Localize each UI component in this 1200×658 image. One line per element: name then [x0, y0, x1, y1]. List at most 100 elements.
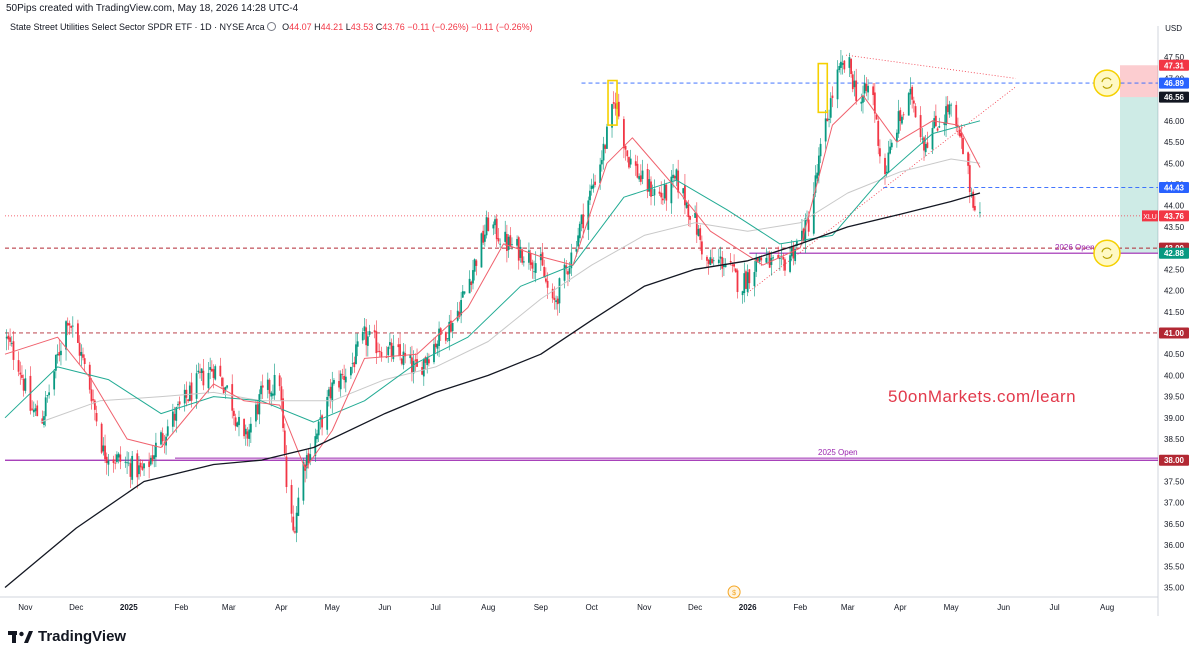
candle-body	[414, 359, 417, 361]
candle-body	[582, 214, 585, 229]
candle	[499, 238, 502, 248]
candle-body	[483, 234, 486, 242]
candle-body	[544, 278, 547, 282]
candle	[712, 257, 715, 266]
candle-body	[7, 335, 10, 340]
candle	[231, 374, 234, 419]
created-with-text: 50Pips created with TradingView.com, May…	[6, 3, 299, 14]
candle	[604, 143, 607, 154]
candle	[487, 212, 490, 232]
candle-body	[197, 370, 200, 373]
candle-body	[343, 375, 346, 380]
candle-body	[400, 358, 403, 364]
candle-body	[717, 259, 720, 264]
candle	[962, 134, 964, 155]
ma-50-line	[4, 120, 981, 423]
y-tick-label: 46.00	[1164, 117, 1185, 126]
candle-body	[753, 272, 756, 287]
candle-body	[634, 161, 637, 166]
candle	[60, 342, 62, 366]
candle-body	[71, 325, 74, 327]
candle-body	[236, 422, 239, 427]
candle	[136, 449, 139, 489]
candle-body	[539, 254, 542, 261]
candle	[344, 368, 347, 393]
candle-body	[333, 380, 335, 384]
candle	[717, 248, 720, 267]
candle-body	[82, 354, 84, 358]
candle	[226, 385, 229, 390]
candle-body	[684, 185, 686, 206]
candle-body	[626, 150, 629, 157]
candle	[709, 249, 712, 266]
candle	[54, 354, 57, 379]
candle	[261, 374, 264, 399]
candle	[907, 91, 910, 116]
candle-body	[458, 311, 461, 317]
x-tick-label: 2025	[120, 603, 138, 612]
candle-body	[731, 264, 734, 266]
candle	[653, 179, 656, 206]
candle-body	[760, 257, 763, 261]
candle	[200, 368, 203, 381]
candle	[380, 346, 383, 362]
candle	[24, 369, 27, 394]
candle	[890, 139, 893, 150]
candle	[161, 427, 164, 448]
candle	[353, 356, 356, 373]
candle	[375, 320, 378, 365]
candle-body	[957, 125, 959, 128]
y-tick-label: 40.50	[1164, 350, 1185, 359]
candle	[641, 159, 644, 185]
candle-body	[9, 337, 11, 342]
candle	[706, 255, 708, 268]
candle	[482, 225, 485, 246]
x-tick-label: Feb	[174, 603, 188, 612]
candle	[887, 140, 890, 173]
candle	[938, 117, 941, 129]
candle	[639, 164, 642, 186]
candle-body	[923, 137, 925, 151]
candle	[436, 340, 439, 356]
candle	[522, 256, 525, 267]
candle	[789, 247, 791, 274]
candle-body	[648, 179, 651, 192]
candle-body	[438, 328, 440, 346]
x-tick-label: May	[944, 603, 959, 612]
candle-body	[331, 382, 334, 402]
candle	[590, 178, 593, 196]
candle	[82, 347, 84, 361]
candle	[256, 400, 259, 420]
candle-body	[131, 455, 134, 480]
candle-body	[594, 181, 596, 185]
candle-body	[321, 415, 323, 428]
candle-body	[365, 327, 368, 346]
candle-body	[533, 271, 535, 273]
candle	[505, 224, 508, 263]
candle	[741, 290, 744, 304]
tradingview-logo[interactable]: TradingView	[8, 628, 126, 645]
y-tick-label: 47.50	[1164, 53, 1185, 62]
candle	[255, 400, 257, 428]
candle	[862, 85, 864, 114]
candle	[236, 421, 239, 428]
candle-body	[178, 401, 181, 405]
candle-body	[504, 231, 507, 242]
candle	[105, 452, 108, 475]
candle-body	[280, 386, 283, 402]
x-tick-label: 2026	[739, 603, 757, 612]
candle-body	[53, 371, 56, 390]
candle-body	[736, 270, 739, 293]
candle	[646, 163, 649, 199]
candle-body	[863, 83, 866, 94]
candle-body	[663, 184, 666, 199]
candle-body	[482, 230, 485, 243]
candle	[873, 83, 876, 123]
candle	[577, 227, 580, 252]
x-tick-label: Dec	[688, 603, 702, 612]
candle-body	[794, 248, 797, 262]
candle	[149, 455, 152, 467]
candle-body	[475, 260, 478, 266]
candle	[580, 214, 583, 232]
